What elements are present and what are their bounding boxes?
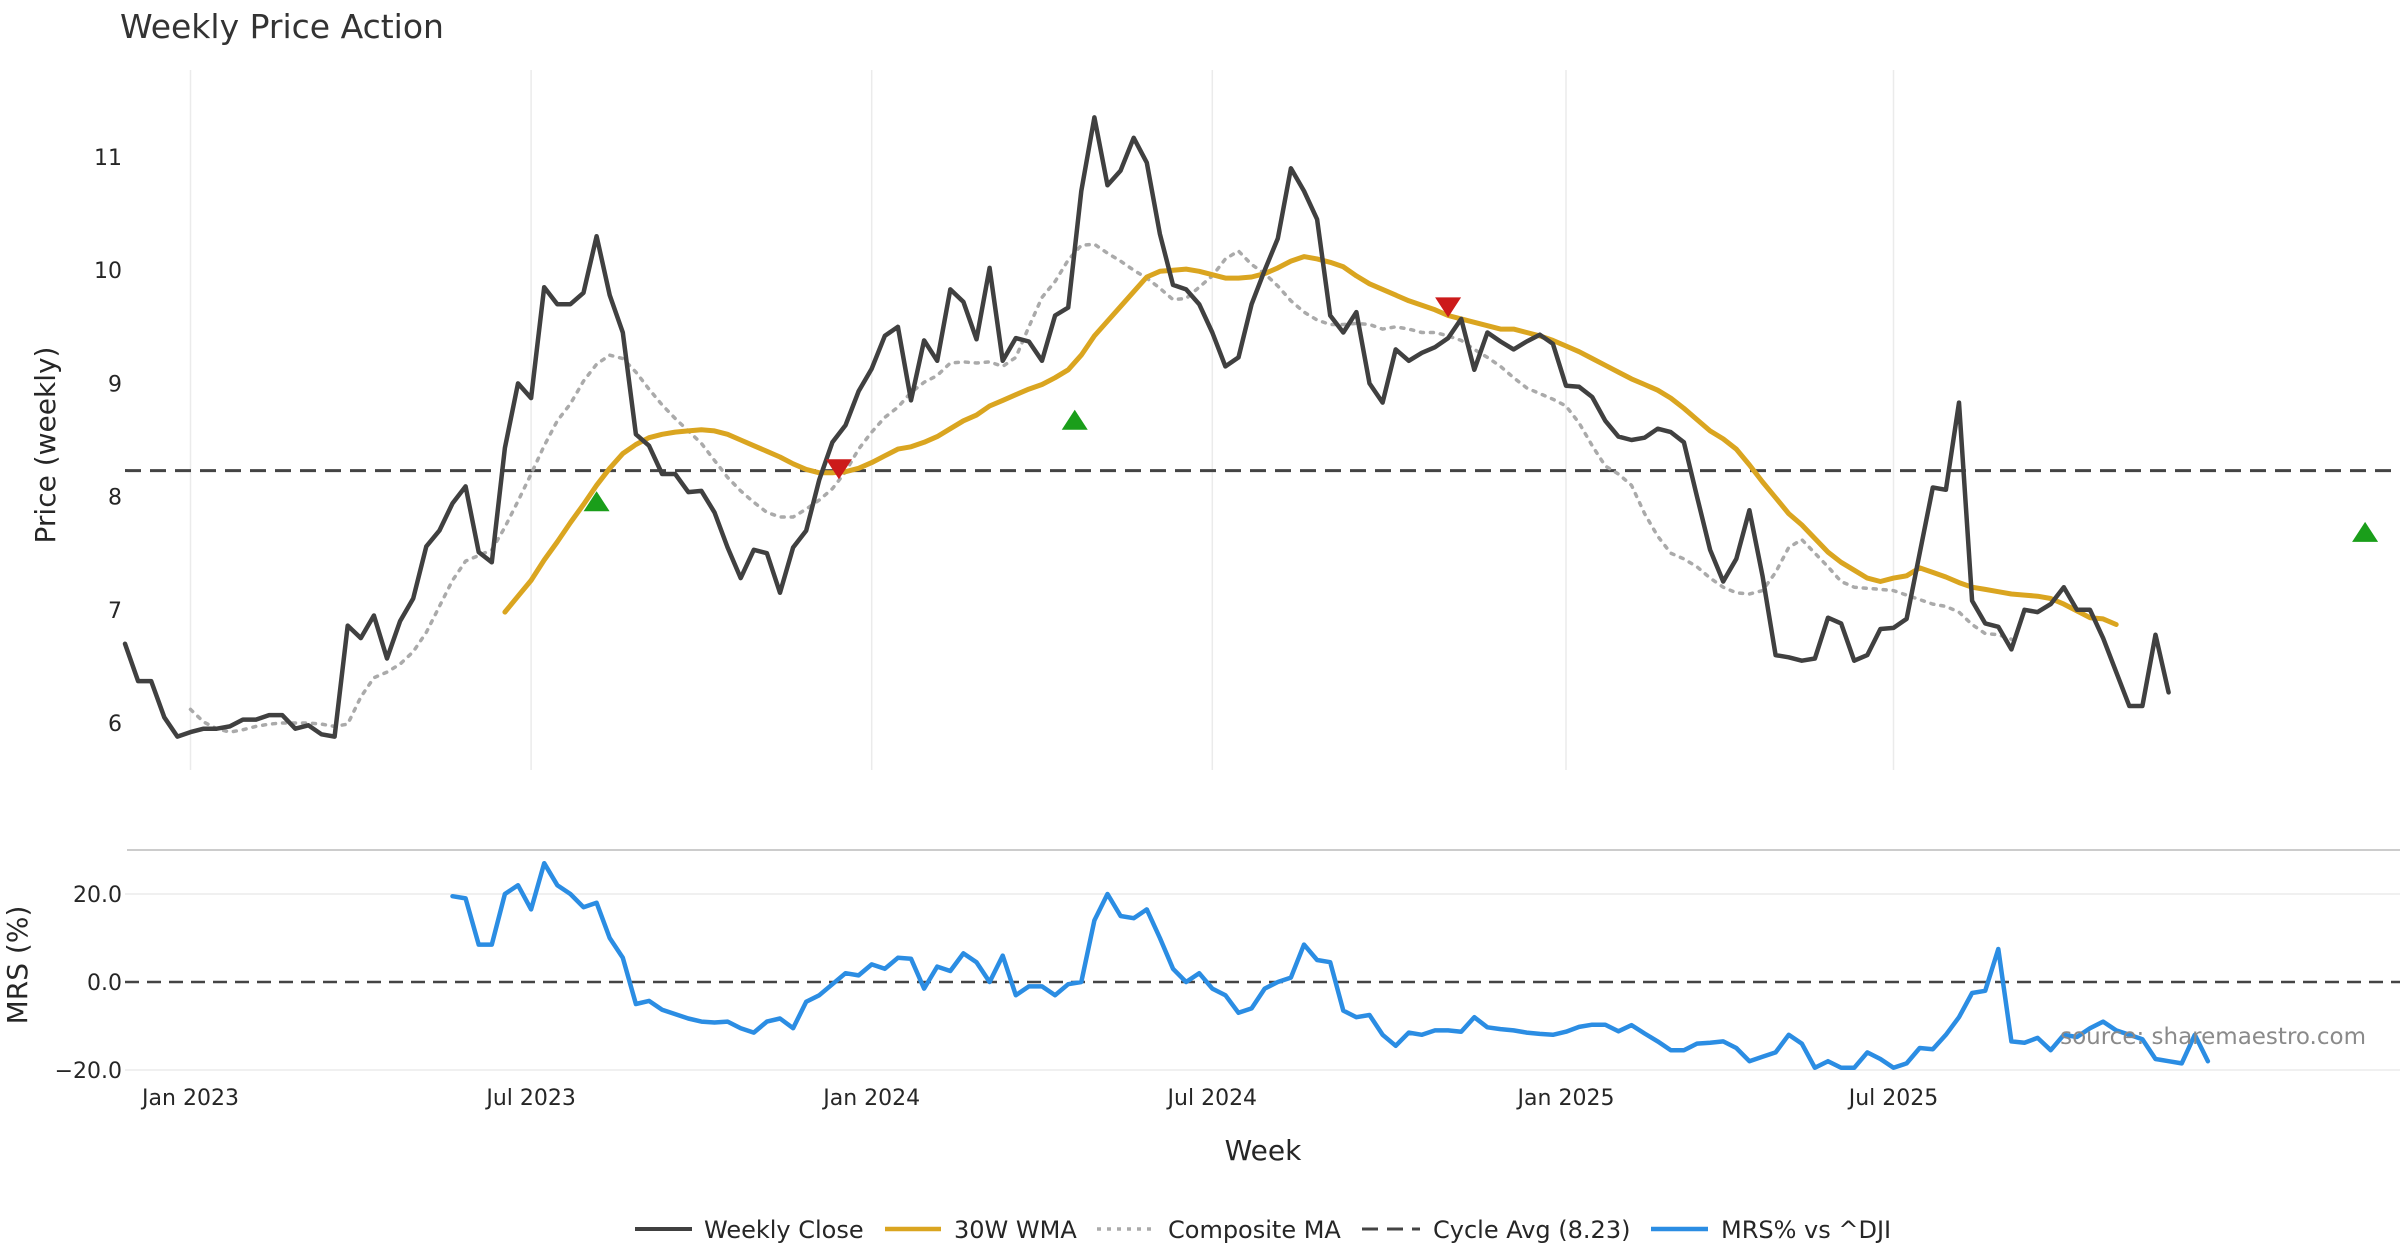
x-axis-label: Week xyxy=(1225,1134,1302,1167)
x-tick-0: Jan 2023 xyxy=(140,1086,239,1111)
signal-buy-4 xyxy=(2352,521,2379,542)
legend-label-composite-ma: Composite MA xyxy=(1168,1216,1341,1244)
main-grid xyxy=(189,70,1895,770)
series-30w-wma xyxy=(502,254,2119,627)
y-axis-ticks: 6 7 8 9 10 11 xyxy=(94,146,122,737)
series-mrs xyxy=(450,860,2211,1071)
x-axis-ticks: Jan 2023 Jul 2023 Jan 2024 Jul 2024 Jan 2025… xyxy=(140,1086,1938,1111)
signals-layer xyxy=(583,297,2379,542)
legend-label-weekly-close: Weekly Close xyxy=(704,1216,864,1244)
y-tick-5: 11 xyxy=(94,146,122,171)
series-layer xyxy=(122,115,2171,739)
series-weekly-close xyxy=(122,115,2171,739)
mrs-tick-0: 20.0 xyxy=(73,883,122,908)
legend: Weekly Close 30W WMA Composite MA Cycle … xyxy=(635,1216,1891,1244)
y-tick-4: 10 xyxy=(94,259,122,284)
y-axis-label: Price (weekly) xyxy=(29,347,62,544)
mrs-tick-1: 0.0 xyxy=(87,971,122,996)
legend-label-cycle-avg: Cycle Avg (8.23) xyxy=(1433,1216,1630,1244)
mrs-axis-label: MRS (%) xyxy=(1,906,34,1025)
mrs-axis-ticks: 20.0 0.0 −20.0 xyxy=(55,883,122,1084)
signal-sell-3 xyxy=(1435,297,1462,318)
x-tick-1: Jul 2023 xyxy=(484,1086,576,1111)
x-tick-5: Jul 2025 xyxy=(1847,1086,1939,1111)
signal-buy-2 xyxy=(1061,409,1088,430)
source-text: source: sharemaestro.com xyxy=(2060,1024,2366,1050)
legend-label-wma: 30W WMA xyxy=(954,1216,1077,1244)
chart-title: Weekly Price Action xyxy=(120,7,444,46)
y-tick-3: 9 xyxy=(108,372,122,397)
y-tick-1: 7 xyxy=(108,599,122,624)
signal-sell-1 xyxy=(825,459,852,480)
mrs-tick-2: −20.0 xyxy=(55,1059,122,1084)
x-tick-2: Jan 2024 xyxy=(821,1086,920,1111)
y-tick-0: 6 xyxy=(108,712,122,737)
signal-buy-0 xyxy=(583,491,610,512)
x-tick-3: Jul 2024 xyxy=(1166,1086,1258,1111)
legend-label-mrs: MRS% vs ^DJI xyxy=(1721,1216,1891,1244)
mrs-layer xyxy=(450,860,2211,1071)
y-tick-2: 8 xyxy=(108,486,122,511)
x-tick-4: Jan 2025 xyxy=(1516,1086,1615,1111)
